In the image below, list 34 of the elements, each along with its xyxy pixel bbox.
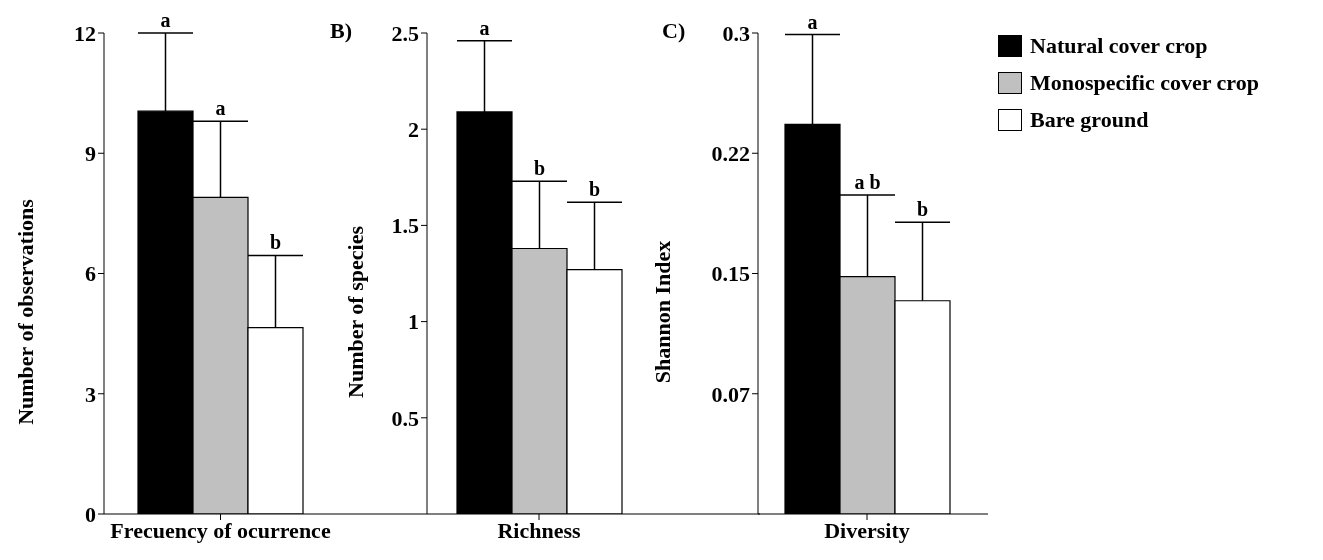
y-tick-label: 0.5 bbox=[391, 405, 419, 431]
y-axis-title: Number of species bbox=[342, 225, 368, 398]
y-tick-label: 9 bbox=[85, 141, 96, 167]
y-tick-label: 12 bbox=[74, 20, 96, 46]
x-tick-label: Diversity bbox=[824, 517, 910, 543]
annotation: b bbox=[533, 157, 546, 180]
x-tick-label: Frecuency of ocurrence bbox=[110, 517, 331, 543]
annotation: b bbox=[588, 178, 601, 201]
text: a bbox=[160, 9, 171, 31]
y-tick-label: 1 bbox=[408, 309, 419, 335]
x-tick-label: Richness bbox=[497, 517, 581, 543]
annotation: a bbox=[215, 97, 226, 120]
chart-title: B) bbox=[330, 18, 352, 44]
y-tick-label: 0 bbox=[85, 501, 96, 527]
y-tick-label: 2.5 bbox=[391, 20, 419, 46]
text: a bbox=[807, 10, 818, 33]
annotation: b bbox=[916, 198, 929, 221]
y-tick-label: 0.3 bbox=[722, 20, 750, 46]
legend-label: Natural cover crop bbox=[1030, 32, 1208, 59]
legend-label: Monospecific cover crop bbox=[1030, 69, 1259, 96]
annotation: a b bbox=[854, 170, 881, 193]
y-tick-label: 0.07 bbox=[711, 381, 750, 407]
y-tick-label: 0.22 bbox=[711, 141, 750, 167]
y-tick-label: 0.15 bbox=[711, 261, 750, 287]
y-tick-label: 6 bbox=[85, 261, 96, 287]
annotation: b bbox=[269, 231, 282, 254]
y-tick-label: 2 bbox=[408, 117, 419, 143]
annotation: a bbox=[479, 16, 490, 39]
chart-title: C) bbox=[662, 18, 686, 44]
y-axis-title: Number of observations bbox=[12, 198, 38, 425]
y-tick-label: 1.5 bbox=[391, 213, 419, 239]
y-tick-label: 3 bbox=[85, 381, 96, 407]
legend-label: Bare ground bbox=[1030, 106, 1149, 133]
y-axis-title: Shannon Index bbox=[649, 240, 675, 384]
